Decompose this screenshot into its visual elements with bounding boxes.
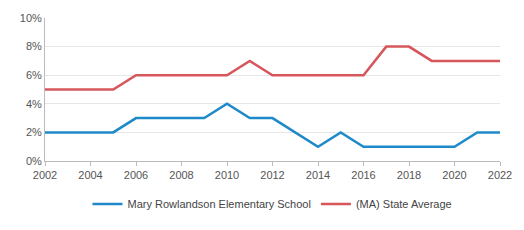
svg-text:8%: 8% [26,40,42,52]
svg-text:2004: 2004 [78,169,102,181]
svg-text:2002: 2002 [33,169,57,181]
svg-text:2022: 2022 [488,169,512,181]
svg-text:0%: 0% [26,155,42,167]
svg-text:10%: 10% [20,12,42,24]
svg-text:2020: 2020 [442,169,466,181]
svg-text:2006: 2006 [124,169,148,181]
svg-text:2%: 2% [26,126,42,138]
svg-text:(MA) State Average: (MA) State Average [356,198,452,210]
svg-text:2010: 2010 [215,169,239,181]
svg-text:2014: 2014 [306,169,330,181]
svg-text:6%: 6% [26,69,42,81]
svg-text:2018: 2018 [397,169,421,181]
svg-text:4%: 4% [26,98,42,110]
svg-text:2016: 2016 [351,169,375,181]
svg-text:Mary Rowlandson Elementary Sch: Mary Rowlandson Elementary School [128,198,311,210]
svg-text:2008: 2008 [169,169,193,181]
svg-text:2012: 2012 [260,169,284,181]
